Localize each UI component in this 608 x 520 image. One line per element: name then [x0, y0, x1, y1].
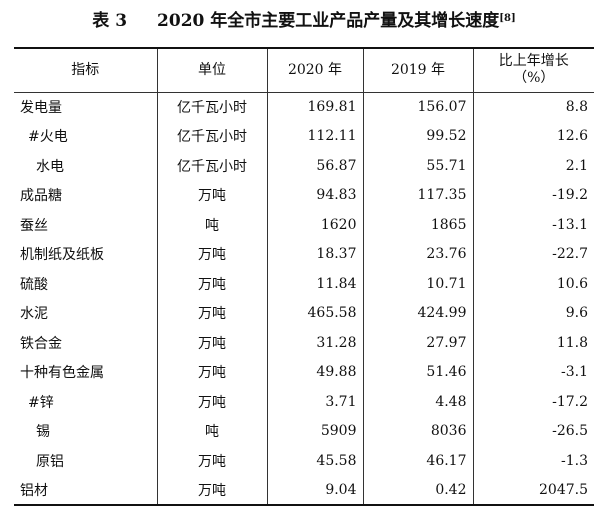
cell-growth: -17.2	[472, 387, 594, 417]
cell-indicator: 发电量	[14, 92, 158, 122]
cell-2020: 112.11	[266, 121, 364, 151]
footnote-marker: [8]	[499, 13, 516, 24]
cell-2020: 94.83	[266, 180, 364, 210]
cell-indicator: 硫酸	[14, 269, 158, 299]
table-row: 十种有色金属 万吨 49.88 51.46 -3.1	[14, 357, 594, 387]
cell-unit: 万吨	[156, 239, 268, 269]
cell-2019: 4.48	[362, 387, 474, 417]
cell-2020: 9.04	[266, 475, 364, 506]
table-title-text: 2020 年全市主要工业产品产量及其增长速度	[157, 11, 500, 31]
table-row: 发电量 亿千瓦小时 169.81 156.07 8.8	[14, 92, 594, 122]
table-row: 水电 亿千瓦小时 56.87 55.71 2.1	[14, 151, 594, 181]
cell-2019: 46.17	[362, 446, 474, 476]
table-row: 蚕丝吨 1620 1865 -13.1	[14, 210, 594, 240]
cell-unit: 万吨	[156, 180, 268, 210]
table-row: 铝材 万吨 9.04 0.42 2047.5	[14, 475, 594, 506]
cell-2019: 23.76	[362, 239, 474, 269]
cell-growth: 2.1	[472, 151, 594, 181]
cell-2020: 31.28	[266, 328, 364, 358]
cell-2019: 51.46	[362, 357, 474, 387]
cell-2020: 11.84	[266, 269, 364, 299]
cell-2020: 1620	[266, 210, 364, 240]
table-row: 成品糖 万吨 94.83 117.35 -19.2	[14, 180, 594, 210]
cell-growth: 2047.5	[472, 475, 594, 506]
cell-2019: 1865	[362, 210, 474, 240]
table-row: #火电 亿千瓦小时 112.11 99.52 12.6	[14, 121, 594, 151]
cell-2019: 156.07	[362, 92, 474, 122]
table-row: 机制纸及纸板 万吨 18.37 23.76 -22.7	[14, 239, 594, 269]
cell-unit: 亿千瓦小时	[156, 151, 268, 181]
cell-indicator: 水泥	[14, 298, 158, 328]
cell-growth: -13.1	[472, 210, 594, 240]
cell-2020: 45.58	[266, 446, 364, 476]
cell-indicator: #锌	[14, 387, 158, 417]
cell-2019: 27.97	[362, 328, 474, 358]
table-row: 原铝 万吨 45.58 46.17 -1.3	[14, 446, 594, 476]
header-unit: 单位	[156, 47, 268, 93]
cell-growth: -19.2	[472, 180, 594, 210]
cell-indicator: 原铝	[14, 446, 158, 476]
cell-2019: 0.42	[362, 475, 474, 506]
cell-unit: 万吨	[156, 446, 268, 476]
cell-unit: 万吨	[156, 298, 268, 328]
cell-2020: 49.88	[266, 357, 364, 387]
cell-2020: 18.37	[266, 239, 364, 269]
cell-indicator: 机制纸及纸板	[14, 239, 158, 269]
cell-2019: 117.35	[362, 180, 474, 210]
cell-2019: 424.99	[362, 298, 474, 328]
cell-2019: 55.71	[362, 151, 474, 181]
table-row: 水泥 万吨 465.58 424.99 9.6	[14, 298, 594, 328]
cell-growth: 12.6	[472, 121, 594, 151]
cell-unit: 万吨	[156, 387, 268, 417]
cell-2019: 99.52	[362, 121, 474, 151]
cell-2020: 3.71	[266, 387, 364, 417]
cell-growth: 8.8	[472, 92, 594, 122]
table-row: 锡吨 5909 8036 -26.5	[14, 416, 594, 446]
cell-indicator: #火电	[14, 121, 158, 151]
header-indicator: 指标	[14, 47, 158, 93]
cell-growth: 11.8	[472, 328, 594, 358]
table-title: 表 3 2020 年全市主要工业产品产量及其增长速度[8]	[0, 10, 608, 32]
cell-2020: 56.87	[266, 151, 364, 181]
header-2019: 2019 年	[362, 47, 474, 93]
table-row: 硫酸 万吨 11.84 10.71 10.6	[14, 269, 594, 299]
cell-unit: 万吨	[156, 269, 268, 299]
cell-growth: -3.1	[472, 357, 594, 387]
cell-growth: 10.6	[472, 269, 594, 299]
cell-indicator: 铝材	[14, 475, 158, 506]
cell-unit: 万吨	[156, 475, 268, 506]
cell-growth: 9.6	[472, 298, 594, 328]
cell-2019: 8036	[362, 416, 474, 446]
cell-2020: 465.58	[266, 298, 364, 328]
table-header-row: 指标 单位 2020 年 2019 年 比上年增长 （%）	[14, 47, 594, 93]
cell-2020: 5909	[266, 416, 364, 446]
table-label: 表 3	[92, 11, 128, 31]
cell-indicator: 铁合金	[14, 328, 158, 358]
cell-2020: 169.81	[266, 92, 364, 122]
cell-unit: 吨	[156, 210, 268, 240]
cell-unit: 亿千瓦小时	[156, 121, 268, 151]
cell-growth: -26.5	[472, 416, 594, 446]
cell-indicator: 蚕丝	[14, 210, 158, 240]
cell-indicator: 成品糖	[14, 180, 158, 210]
cell-unit: 吨	[156, 416, 268, 446]
table-row: 铁合金 万吨 31.28 27.97 11.8	[14, 328, 594, 358]
header-growth: 比上年增长 （%）	[472, 47, 594, 93]
cell-indicator: 锡	[14, 416, 158, 446]
cell-2019: 10.71	[362, 269, 474, 299]
cell-unit: 万吨	[156, 357, 268, 387]
cell-indicator: 水电	[14, 151, 158, 181]
cell-unit: 万吨	[156, 328, 268, 358]
cell-growth: -22.7	[472, 239, 594, 269]
cell-growth: -1.3	[472, 446, 594, 476]
table-row: #锌 万吨 3.71 4.48 -17.2	[14, 387, 594, 417]
header-2020: 2020 年	[266, 47, 364, 93]
industrial-output-table: 指标 单位 2020 年 2019 年 比上年增长 （%） 发电量 亿千瓦小时 169…	[14, 47, 594, 506]
header-growth-line1: 比上年增长	[498, 53, 569, 70]
header-growth-line2: （%）	[513, 70, 555, 87]
cell-indicator: 十种有色金属	[14, 357, 158, 387]
cell-unit: 亿千瓦小时	[156, 92, 268, 122]
